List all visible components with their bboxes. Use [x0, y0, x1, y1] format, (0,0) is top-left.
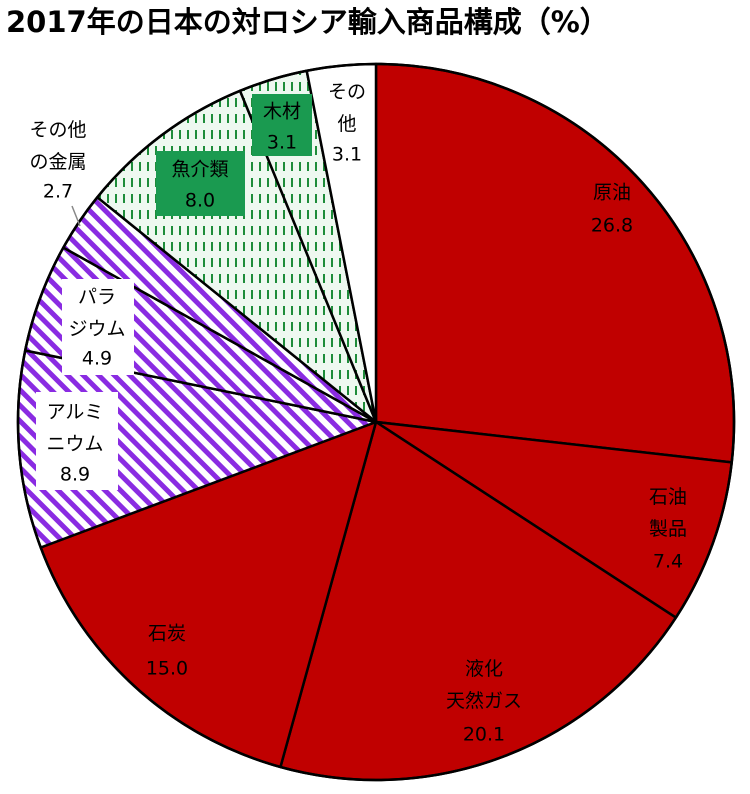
category-label: 液化天然ガス: [446, 658, 522, 712]
value-label: 20.1: [463, 724, 505, 746]
label-box: [156, 151, 245, 216]
pie-slice: [374, 62, 736, 464]
category-label: その他の金属: [29, 119, 86, 173]
category-label: その他: [328, 81, 366, 135]
pie-outline: [16, 62, 736, 782]
slices: [16, 62, 736, 782]
value-label: 8.0: [185, 190, 215, 212]
leader-line: [71, 205, 81, 227]
value-label: 4.9: [82, 348, 112, 370]
value-label: 3.1: [267, 132, 297, 154]
value-label: 26.8: [591, 215, 633, 237]
category-label: パラジウム: [68, 286, 125, 340]
value-label: 2.7: [43, 181, 73, 203]
category-label: 原油: [593, 182, 631, 204]
category-label: 石炭: [148, 623, 186, 645]
value-label: 7.4: [653, 551, 683, 573]
category-label: 木材: [263, 101, 301, 123]
chart-title: 2017年の日本の対ロシア輸入商品構成（%）: [6, 5, 609, 39]
label-box: [62, 279, 134, 375]
label-box: [252, 94, 312, 156]
value-label: 15.0: [146, 658, 188, 680]
label-box: [36, 392, 118, 490]
value-label: 8.9: [60, 464, 90, 486]
category-label: アルミニウム: [46, 401, 103, 455]
category-label: 魚介類: [171, 159, 228, 181]
value-label: 3.1: [332, 144, 362, 166]
category-label: 石油製品: [649, 486, 687, 540]
